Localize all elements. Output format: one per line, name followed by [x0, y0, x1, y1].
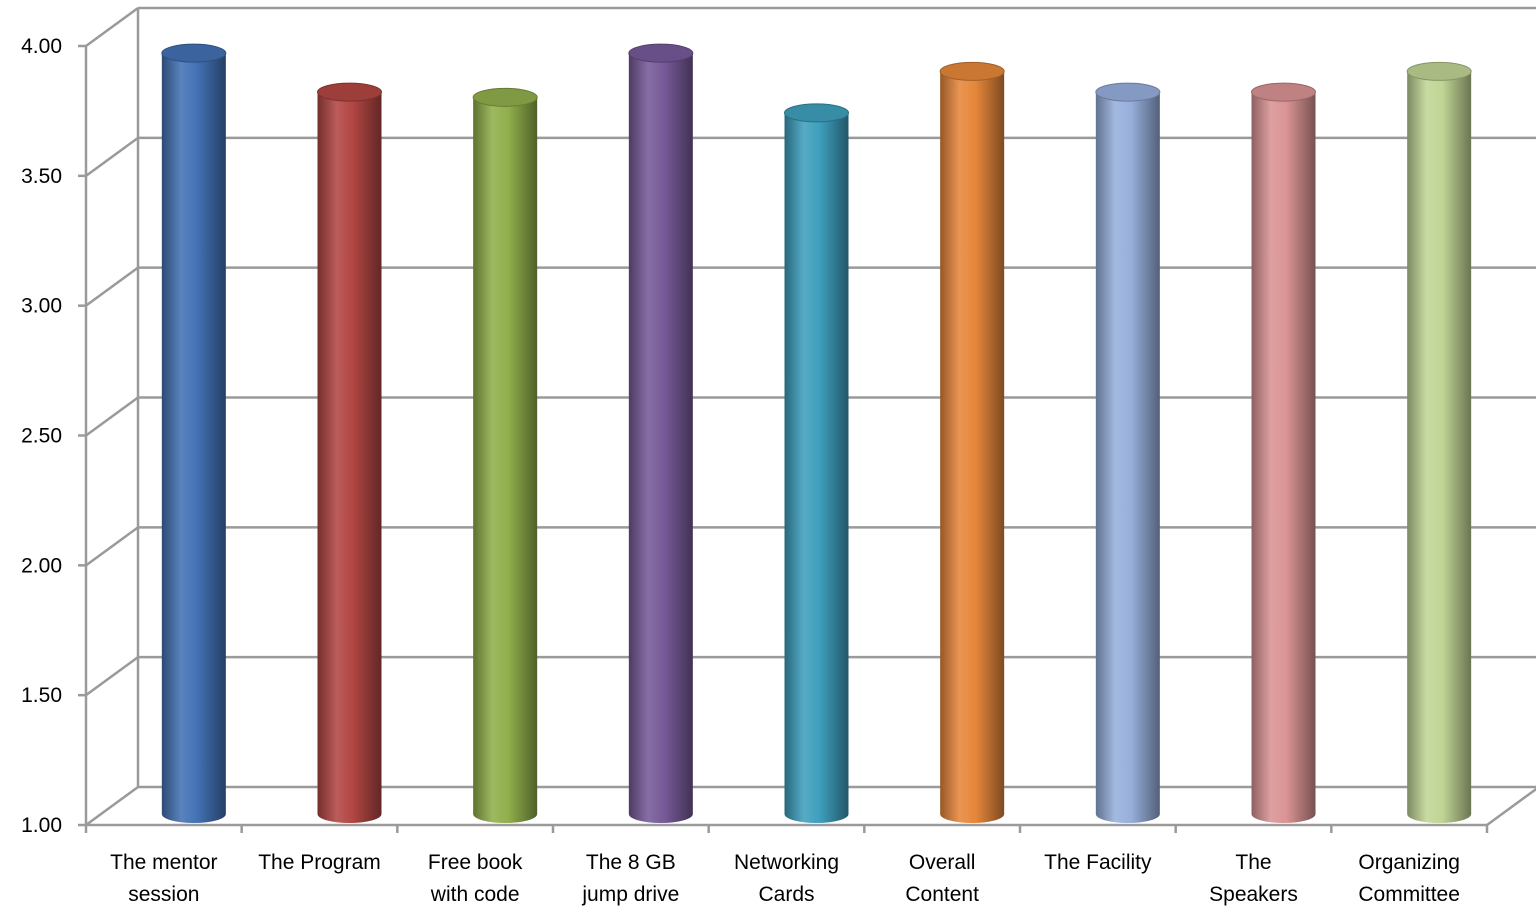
- bar: [784, 103, 849, 823]
- bar: [939, 61, 1005, 823]
- bar: [317, 82, 382, 824]
- x-category-label: The Speakers: [1209, 851, 1298, 906]
- x-category-label: Overall Content: [905, 851, 979, 906]
- labels: 1.00 1.50 2.00 2.50 3.00 3.50 4.00 The mentor se…: [21, 35, 1460, 906]
- x-category-label: Networking Cards: [734, 851, 839, 906]
- y-tick-label: 1.00: [21, 814, 62, 837]
- bar: [161, 43, 227, 824]
- x-category-label: The Program: [258, 851, 381, 874]
- bar: [1095, 82, 1161, 824]
- x-category-label: The Facility: [1044, 851, 1152, 874]
- bars: [161, 43, 1472, 824]
- x-category-label: Free book with code: [428, 851, 523, 906]
- axes: [78, 8, 1489, 833]
- x-category-label: The mentor session: [110, 851, 217, 906]
- y-tick-label: 2.50: [21, 425, 62, 448]
- bar: [1251, 82, 1316, 824]
- y-tick-label: 3.50: [21, 165, 62, 188]
- bar: [472, 87, 538, 824]
- bar: [1406, 61, 1472, 823]
- y-tick-label: 3.00: [21, 295, 62, 318]
- y-tick-label: 1.50: [21, 684, 62, 707]
- x-category-label: The 8 GB jump drive: [581, 851, 679, 906]
- bar: [628, 43, 694, 824]
- y-tick-label: 2.00: [21, 554, 62, 577]
- y-tick-label: 4.00: [21, 35, 62, 58]
- gridline: [85, 6, 1536, 48]
- x-category-label: Organizing Committee: [1358, 851, 1460, 906]
